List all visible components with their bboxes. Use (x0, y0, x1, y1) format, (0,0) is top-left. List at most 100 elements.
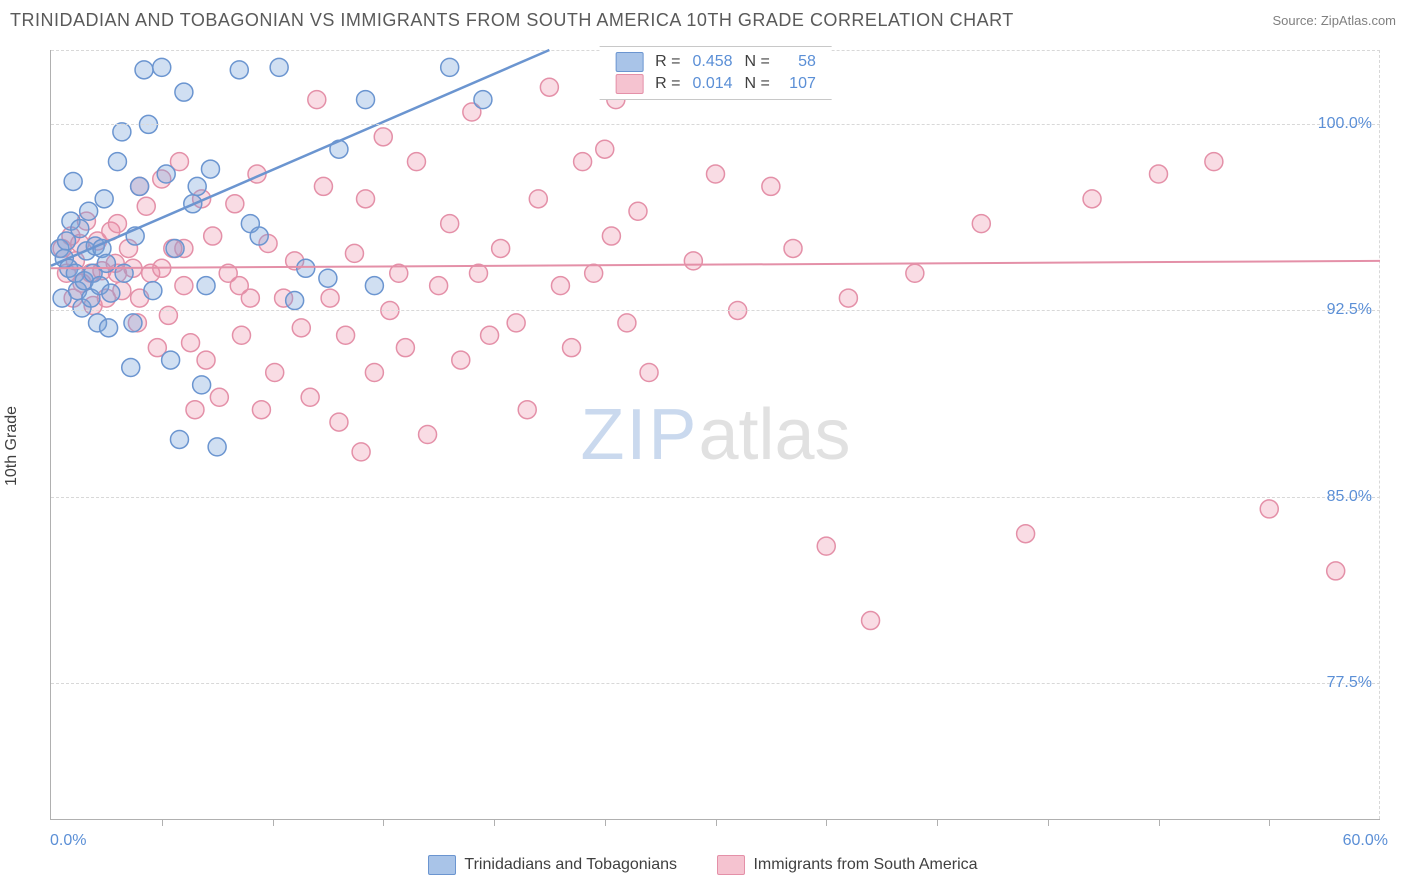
data-point-sa (1150, 165, 1168, 183)
data-point-tt (208, 438, 226, 456)
plot-area: ZIPatlas R = 0.458 N = 58 R = 0.014 N = … (50, 50, 1380, 820)
data-point-tt (131, 177, 149, 195)
data-point-tt (97, 254, 115, 272)
data-point-sa (469, 264, 487, 282)
data-point-sa (585, 264, 603, 282)
data-point-sa (197, 351, 215, 369)
data-point-sa (159, 306, 177, 324)
n-value-tt: 58 (776, 51, 822, 73)
data-point-sa (407, 153, 425, 171)
data-point-sa (352, 443, 370, 461)
scatter-svg (51, 50, 1380, 819)
data-point-sa (330, 413, 348, 431)
data-point-tt (175, 83, 193, 101)
data-point-sa (481, 326, 499, 344)
gridline-h (51, 497, 1380, 498)
data-point-tt (122, 359, 140, 377)
data-point-sa (629, 202, 647, 220)
x-tick (605, 819, 606, 826)
data-point-sa (1260, 500, 1278, 518)
data-point-tt (64, 172, 82, 190)
x-tick (716, 819, 717, 826)
data-point-sa (252, 401, 270, 419)
data-point-sa (602, 227, 620, 245)
gridline-h (51, 124, 1380, 125)
legend-item-sa: Immigrants from South America (717, 855, 977, 875)
data-point-tt (250, 227, 268, 245)
data-point-sa (862, 612, 880, 630)
x-axis-min-label: 0.0% (50, 832, 86, 850)
data-point-sa (784, 239, 802, 257)
data-point-sa (186, 401, 204, 419)
data-point-sa (518, 401, 536, 419)
data-point-tt (135, 61, 153, 79)
data-point-sa (175, 277, 193, 295)
regression-line-sa (51, 261, 1380, 268)
data-point-sa (292, 319, 310, 337)
data-point-sa (452, 351, 470, 369)
x-tick (1269, 819, 1270, 826)
data-point-sa (345, 244, 363, 262)
data-point-sa (430, 277, 448, 295)
data-point-tt (95, 190, 113, 208)
data-point-sa (182, 334, 200, 352)
data-point-sa (684, 252, 702, 270)
stats-legend: R = 0.458 N = 58 R = 0.014 N = 107 (599, 46, 832, 100)
data-point-sa (396, 339, 414, 357)
swatch-tt (428, 855, 456, 875)
data-point-sa (321, 289, 339, 307)
data-point-tt (124, 314, 142, 332)
data-point-tt (188, 177, 206, 195)
data-point-sa (232, 326, 250, 344)
data-point-sa (540, 78, 558, 96)
chart-title: TRINIDADIAN AND TOBAGONIAN VS IMMIGRANTS… (10, 10, 1014, 31)
r-label: R = (649, 73, 686, 95)
data-point-tt (474, 91, 492, 109)
data-point-tt (108, 153, 126, 171)
r-value-sa: 0.014 (686, 73, 738, 95)
data-point-sa (226, 195, 244, 213)
n-label: N = (739, 51, 776, 73)
data-point-tt (201, 160, 219, 178)
data-point-tt (153, 58, 171, 76)
correlation-chart: { "title": "TRINIDADIAN AND TOBAGONIAN V… (0, 0, 1406, 892)
data-point-tt (170, 430, 188, 448)
data-point-sa (574, 153, 592, 171)
data-point-tt (102, 284, 120, 302)
data-point-sa (266, 363, 284, 381)
data-point-sa (357, 190, 375, 208)
stats-row-sa: R = 0.014 N = 107 (609, 73, 822, 95)
data-point-sa (1017, 525, 1035, 543)
data-point-sa (210, 388, 228, 406)
data-point-sa (492, 239, 510, 257)
data-point-sa (707, 165, 725, 183)
data-point-tt (193, 376, 211, 394)
data-point-tt (286, 292, 304, 310)
data-point-sa (230, 277, 248, 295)
data-point-sa (551, 277, 569, 295)
gridline-h (51, 310, 1380, 311)
data-point-sa (441, 215, 459, 233)
data-point-sa (563, 339, 581, 357)
data-point-tt (157, 165, 175, 183)
data-point-sa (314, 177, 332, 195)
y-axis-title: 10th Grade (3, 406, 21, 486)
y-tick-label: 77.5% (1302, 674, 1372, 692)
data-point-tt (365, 277, 383, 295)
y-tick-label: 100.0% (1302, 115, 1372, 133)
data-point-tt (144, 282, 162, 300)
x-tick (826, 819, 827, 826)
n-value-sa: 107 (776, 73, 822, 95)
data-point-sa (906, 264, 924, 282)
data-point-tt (357, 91, 375, 109)
data-point-tt (297, 259, 315, 277)
gridline-h (51, 683, 1380, 684)
x-axis-max-label: 60.0% (1343, 832, 1388, 850)
data-point-sa (137, 197, 155, 215)
data-point-sa (529, 190, 547, 208)
y-tick-label: 85.0% (1302, 488, 1372, 506)
data-point-sa (108, 215, 126, 233)
y-tick-label: 92.5% (1302, 301, 1372, 319)
swatch-sa (717, 855, 745, 875)
x-tick (494, 819, 495, 826)
